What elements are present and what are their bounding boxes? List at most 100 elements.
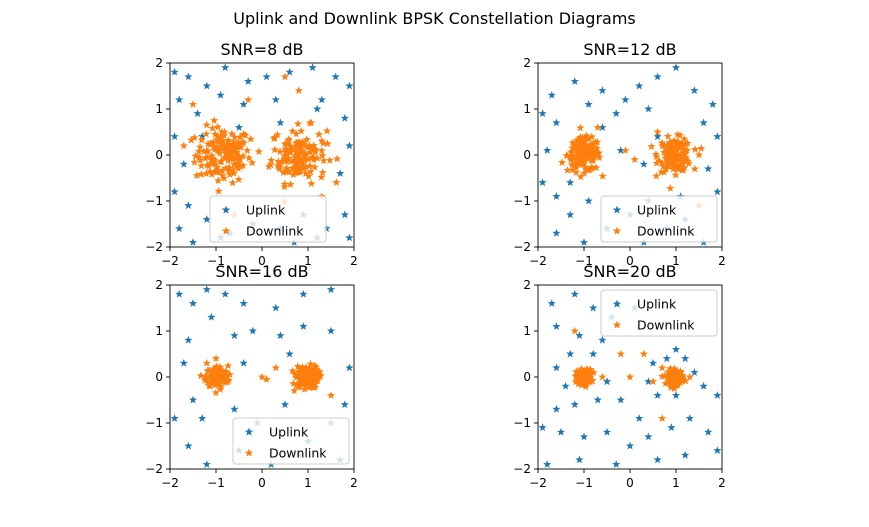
downlink-point bbox=[295, 167, 304, 176]
legend-label: Uplink bbox=[269, 425, 309, 440]
downlink-point bbox=[219, 131, 229, 140]
downlink-point bbox=[291, 147, 301, 156]
uplink-point bbox=[170, 67, 179, 76]
uplink-point bbox=[170, 132, 179, 141]
downlink-point bbox=[657, 158, 667, 167]
y-tick-label: 0 bbox=[523, 148, 531, 162]
downlink-point bbox=[230, 133, 239, 141]
downlink-point bbox=[248, 158, 257, 167]
downlink-point bbox=[323, 139, 332, 148]
uplink-point bbox=[699, 118, 708, 127]
downlink-point bbox=[224, 136, 233, 144]
legend-marker bbox=[612, 320, 622, 329]
x-tick-label: −2 bbox=[161, 476, 179, 490]
downlink-point bbox=[229, 165, 238, 174]
downlink-point bbox=[225, 170, 235, 178]
y-tick-label: −2 bbox=[145, 240, 163, 254]
downlink-point bbox=[292, 380, 301, 389]
downlink-point bbox=[289, 379, 298, 388]
downlink-point bbox=[583, 146, 592, 155]
downlink-point bbox=[210, 116, 219, 124]
uplink-point bbox=[202, 215, 211, 223]
uplink-point bbox=[589, 349, 598, 358]
uplink-point bbox=[175, 224, 184, 233]
downlink-point bbox=[305, 141, 314, 150]
downlink-point bbox=[310, 162, 319, 171]
downlink-point bbox=[317, 136, 326, 145]
downlink-point bbox=[598, 171, 607, 180]
uplink-point bbox=[308, 63, 317, 72]
downlink-point bbox=[669, 164, 678, 173]
downlink-point bbox=[665, 152, 674, 161]
plot-area bbox=[538, 289, 722, 468]
downlink-point bbox=[595, 153, 604, 162]
downlink-point bbox=[583, 369, 592, 378]
downlink-point bbox=[577, 364, 586, 373]
downlink-point bbox=[307, 144, 316, 153]
downlink-point bbox=[307, 179, 316, 188]
downlink-point bbox=[280, 154, 289, 163]
downlink-point bbox=[298, 370, 307, 378]
downlink-point bbox=[292, 129, 301, 138]
uplink-point bbox=[313, 104, 322, 113]
uplink-point bbox=[690, 368, 699, 376]
downlink-point bbox=[197, 135, 206, 144]
y-tick-label: −2 bbox=[145, 462, 163, 476]
downlink-point bbox=[313, 376, 322, 385]
legend-box bbox=[209, 195, 327, 243]
uplink-point bbox=[653, 391, 662, 399]
downlink-point bbox=[284, 167, 293, 176]
uplink-point bbox=[681, 450, 690, 459]
downlink-point bbox=[296, 375, 305, 384]
downlink-point bbox=[295, 138, 304, 146]
x-tick-label: 0 bbox=[626, 254, 634, 268]
uplink-point bbox=[671, 63, 681, 72]
downlink-point bbox=[213, 131, 222, 140]
downlink-point bbox=[659, 148, 669, 156]
downlink-point bbox=[232, 148, 241, 156]
downlink-point bbox=[299, 365, 308, 374]
x-tick-label: 1 bbox=[304, 254, 312, 268]
downlink-point bbox=[203, 377, 212, 386]
downlink-point bbox=[573, 148, 582, 157]
x-tick-label: 1 bbox=[672, 476, 680, 490]
uplink-point bbox=[681, 354, 690, 363]
downlink-point bbox=[281, 156, 290, 165]
uplink-point bbox=[538, 109, 547, 118]
uplink-point bbox=[179, 358, 188, 367]
uplink-point bbox=[612, 109, 621, 118]
downlink-point bbox=[236, 162, 245, 171]
uplink-point bbox=[340, 400, 349, 409]
x-tick-label: 2 bbox=[718, 476, 726, 490]
uplink-point bbox=[207, 312, 216, 321]
uplink-point bbox=[188, 395, 198, 404]
uplink-point bbox=[336, 169, 345, 177]
downlink-point bbox=[572, 150, 581, 159]
downlink-point bbox=[567, 160, 576, 169]
downlink-point bbox=[197, 170, 206, 178]
uplink-point bbox=[584, 100, 593, 108]
legend-marker bbox=[612, 226, 622, 235]
downlink-point bbox=[291, 144, 300, 152]
uplink-point bbox=[340, 113, 349, 122]
y-tick-label: −1 bbox=[145, 194, 163, 208]
legend-marker bbox=[244, 448, 254, 457]
downlink-point bbox=[282, 163, 291, 172]
downlink-point bbox=[676, 366, 685, 375]
downlink-point bbox=[207, 374, 216, 383]
uplink-point bbox=[170, 187, 179, 196]
downlink-point bbox=[671, 170, 680, 179]
downlink-point bbox=[669, 136, 679, 145]
x-tick-label: 0 bbox=[258, 476, 266, 490]
downlink-point bbox=[301, 162, 310, 171]
uplink-point bbox=[704, 164, 713, 173]
downlink-point bbox=[557, 158, 567, 166]
downlink-point bbox=[300, 384, 309, 393]
uplink-point bbox=[221, 63, 230, 72]
downlink-point bbox=[224, 376, 233, 384]
downlink-point bbox=[202, 358, 211, 367]
uplink-point bbox=[671, 391, 681, 399]
downlink-point bbox=[294, 150, 303, 159]
downlink-point bbox=[307, 367, 316, 376]
downlink-point bbox=[199, 147, 208, 155]
